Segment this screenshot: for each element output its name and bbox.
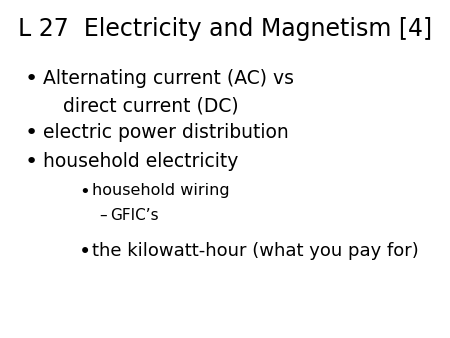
Text: direct current (DC): direct current (DC) [51, 96, 238, 115]
Text: •: • [25, 123, 38, 143]
Text: •: • [25, 152, 38, 172]
Text: Alternating current (AC) vs: Alternating current (AC) vs [43, 69, 294, 88]
Text: •: • [79, 183, 90, 200]
Text: •: • [79, 242, 91, 262]
Text: L 27  Electricity and Magnetism [4]: L 27 Electricity and Magnetism [4] [18, 17, 432, 41]
Text: –: – [99, 208, 107, 223]
Text: household electricity: household electricity [43, 152, 238, 171]
Text: electric power distribution: electric power distribution [43, 123, 288, 142]
Text: •: • [25, 69, 38, 89]
Text: GFIC’s: GFIC’s [110, 208, 159, 223]
Text: household wiring: household wiring [92, 183, 230, 197]
Text: the kilowatt-hour (what you pay for): the kilowatt-hour (what you pay for) [92, 242, 419, 260]
